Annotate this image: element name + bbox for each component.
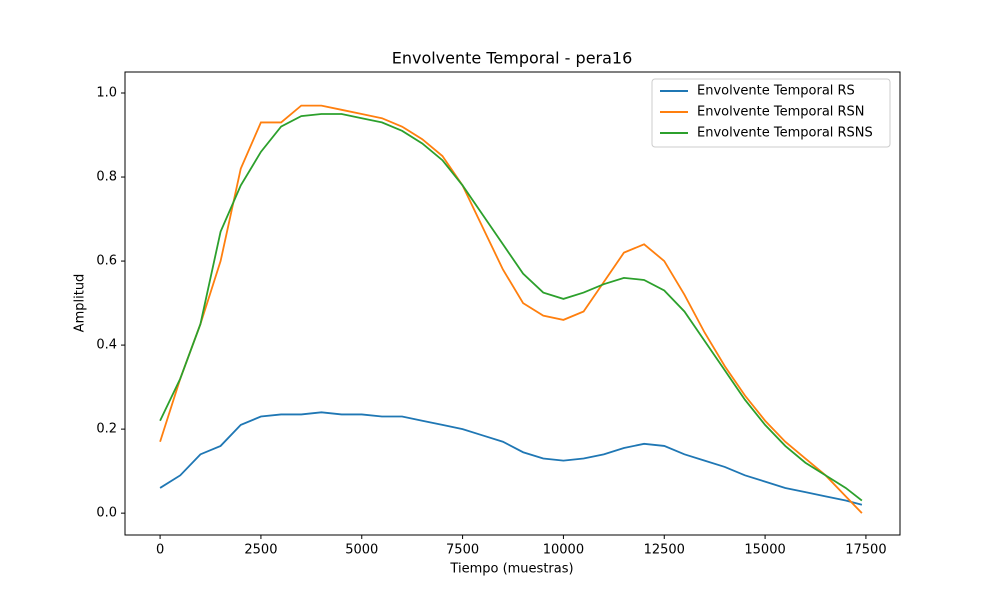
- chart-title: Envolvente Temporal - pera16: [392, 49, 633, 68]
- x-tick-label: 17500: [845, 543, 886, 558]
- x-tick-label: 12500: [644, 543, 685, 558]
- x-axis-label: Tiempo (muestras): [449, 562, 573, 577]
- x-tick-label: 10000: [543, 543, 584, 558]
- x-tick-label: 7500: [446, 543, 479, 558]
- legend-box: [651, 78, 891, 148]
- legend-label: Envolvente Temporal RS: [697, 84, 855, 99]
- y-tick-label: 0.6: [96, 254, 117, 269]
- series-line: [159, 411, 863, 506]
- series-line: [159, 113, 863, 502]
- x-tick-label: 0: [156, 543, 164, 558]
- plot-frame: [124, 71, 901, 536]
- x-tick-label: 15000: [744, 543, 785, 558]
- y-tick-label: 0.0: [96, 506, 117, 521]
- y-tick-label: 0.4: [96, 338, 117, 353]
- y-tick-label: 1.0: [96, 86, 117, 101]
- legend-label: Envolvente Temporal RSN: [697, 105, 865, 120]
- y-tick-label: 0.2: [96, 422, 117, 437]
- x-tick-label: 5000: [345, 543, 378, 558]
- y-axis-label: Amplitud: [73, 274, 88, 333]
- legend-label: Envolvente Temporal RSNS: [697, 126, 873, 141]
- series-line: [159, 104, 863, 514]
- y-tick-label: 0.8: [96, 170, 117, 185]
- x-tick-label: 2500: [244, 543, 277, 558]
